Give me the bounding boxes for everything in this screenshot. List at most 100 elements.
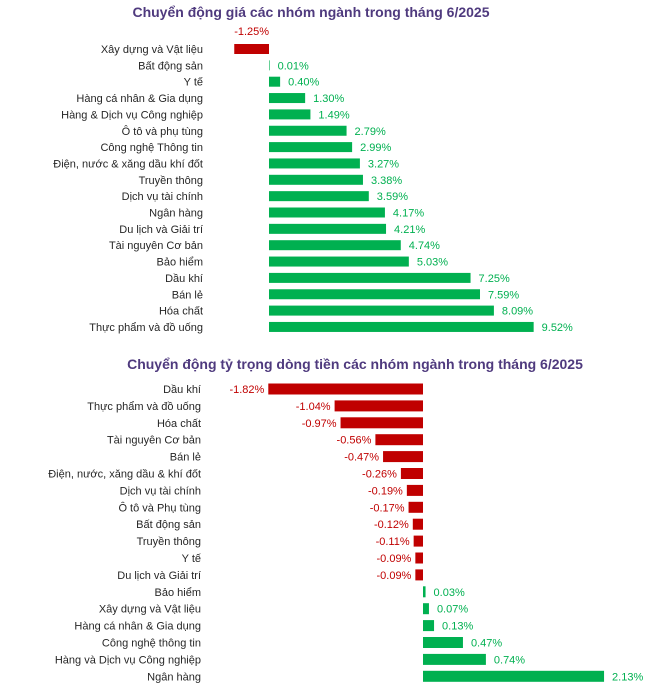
- chart-1-bar-row: Y tế 0.40%: [184, 76, 320, 89]
- chart-2-bar-row: Y tế -0.09%: [182, 552, 423, 565]
- chart-2-bar: [334, 400, 423, 412]
- chart-2-bar-row: Bán lẻ -0.47%: [170, 451, 423, 464]
- chart-2-data-label: -1.04%: [296, 401, 331, 413]
- chart-2-data-label: -0.97%: [302, 418, 337, 430]
- chart-2-data-label: -0.47%: [344, 452, 379, 464]
- chart-2-bar-row: Ngân hàng 2.13%: [147, 670, 643, 683]
- chart-1-data-label: 4.17%: [393, 208, 424, 220]
- chart-2-data-label: -0.26%: [362, 469, 397, 481]
- chart-2-category-label: Ô tô và Phụ tùng: [118, 501, 201, 514]
- chart-2-bar: [415, 569, 423, 581]
- chart-1-bar-row: Dịch vụ tài chính 3.59%: [122, 191, 408, 203]
- chart-1-bar: [269, 321, 534, 332]
- chart-1-price-movement: Xây dựng và Vật liệu -1.25% Bất động sản 0.…: [53, 26, 573, 334]
- chart-2-data-label: -0.12%: [374, 519, 409, 531]
- chart-2-bar-row: Bảo hiểm 0.03%: [155, 586, 465, 599]
- chart-1-category-label: Du lịch và Giải trí: [119, 224, 203, 236]
- chart-1-data-label: 2.99%: [360, 142, 391, 154]
- chart-1-bar: [269, 240, 401, 251]
- chart-2-bar: [423, 586, 426, 598]
- chart-1-category-label: Công nghệ Thông tin: [100, 142, 203, 154]
- chart-1-bar: [269, 76, 281, 87]
- chart-2-data-label: 2.13%: [612, 671, 643, 683]
- chart-2-bar-row: Công nghệ thông tin 0.47%: [102, 637, 502, 650]
- chart-1-data-label: 9.52%: [542, 322, 573, 334]
- chart-1-bar-row: Du lịch và Giải trí 4.21%: [119, 223, 425, 236]
- chart-2-category-label: Hàng và Dịch vụ Công nghiệp: [55, 654, 201, 666]
- chart-2-bar-row: Hàng cá nhân & Gia dụng 0.13%: [74, 620, 473, 633]
- chart-2-category-label: Bán lẻ: [170, 452, 201, 464]
- chart-2-category-label: Điện, nước, xăng dầu & khí đốt: [48, 469, 201, 481]
- chart-2-category-label: Du lịch và Giải trí: [117, 570, 201, 582]
- chart-2-data-label: -0.09%: [376, 553, 411, 565]
- chart-1-bar-row: Dầu khí 7.25%: [165, 272, 510, 285]
- chart-1-bar: [269, 60, 270, 71]
- chart-2-data-label: 0.03%: [434, 587, 465, 599]
- chart-2-category-label: Ngân hàng: [147, 671, 201, 683]
- chart-2-bar: [423, 653, 486, 665]
- chart-1-data-label: 2.79%: [355, 126, 386, 138]
- chart-1-bar: [269, 93, 306, 104]
- chart-1-bar-row: Điện, nước & xăng dầu khí đốt 3.27%: [53, 158, 399, 170]
- chart-2-bar: [423, 637, 463, 648]
- chart-1-data-label: 0.40%: [288, 77, 319, 89]
- chart-1-category-label: Xây dựng và Vật liệu: [101, 44, 203, 56]
- chart-2-category-label: Công nghệ thông tin: [102, 638, 201, 650]
- chart-2-category-label: Tài nguyên Cơ bản: [107, 435, 201, 447]
- chart-2-data-label: 0.74%: [494, 654, 525, 666]
- chart-1-bar: [269, 174, 363, 185]
- chart-1-category-label: Bảo hiểm: [157, 257, 203, 269]
- chart-1-data-label: 4.21%: [394, 224, 425, 236]
- chart-2-category-label: Dầu khí: [163, 384, 201, 396]
- chart-1-bar-row: Hóa chất 8.09%: [159, 305, 533, 318]
- chart-1-category-label: Tài nguyên Cơ bản: [109, 240, 203, 252]
- chart-1-data-label: 7.59%: [488, 289, 519, 301]
- chart-2-bar: [413, 535, 423, 547]
- chart-2-bar: [423, 603, 429, 615]
- chart-2-bar-row: Xây dựng và Vật liệu 0.07%: [99, 603, 468, 616]
- chart-1-bar-row: Hàng cá nhân & Gia dụng 1.30%: [76, 93, 345, 105]
- chart-2-category-label: Bảo hiểm: [155, 587, 201, 599]
- chart-1-category-label: Điện, nước & xăng dầu khí đốt: [53, 158, 203, 170]
- chart-2-bar: [340, 417, 423, 429]
- chart-2-bar-row: Du lịch và Giải trí -0.09%: [117, 569, 423, 582]
- chart-2-category-label: Y tế: [182, 553, 201, 565]
- chart-1-category-label: Y tế: [184, 77, 203, 89]
- chart-2-bar: [375, 434, 423, 446]
- chart-2-data-label: -0.56%: [337, 435, 372, 447]
- chart-1-bar-row: Bất động sản 0.01%: [138, 60, 309, 72]
- chart-1-category-label: Hàng cá nhân & Gia dụng: [76, 93, 203, 105]
- chart-2-bar-row: Hàng và Dịch vụ Công nghiệp 0.74%: [55, 653, 525, 666]
- chart-1-bar: [269, 125, 347, 136]
- chart-1-data-label: 4.74%: [409, 240, 440, 252]
- chart-2-category-label: Hóa chất: [157, 418, 201, 430]
- chart-1-bar-row: Công nghệ Thông tin 2.99%: [100, 142, 392, 154]
- chart-2-category-label: Hàng cá nhân & Gia dụng: [74, 621, 201, 633]
- chart-1-bar: [269, 207, 385, 218]
- chart-1-category-label: Hóa chất: [159, 306, 203, 318]
- chart-2-category-label: Dịch vụ tài chính: [120, 485, 201, 497]
- chart-2-category-label: Bất động sản: [136, 519, 201, 531]
- chart-1-data-label: 3.59%: [377, 191, 408, 203]
- chart-2-bar: [383, 451, 423, 463]
- chart-1-bar-row: Ô tô và phụ tùng 2.79%: [122, 125, 386, 138]
- chart-1-category-label: Dịch vụ tài chính: [122, 191, 203, 203]
- chart-2-bar-row: Điện, nước, xăng dầu & khí đốt -0.26%: [48, 468, 423, 481]
- chart-2-bar: [412, 518, 423, 530]
- chart-2-bar: [406, 484, 423, 496]
- chart-1-category-label: Hàng & Dịch vụ Công nghiệp: [61, 109, 203, 121]
- chart-1-data-label: 1.30%: [313, 93, 344, 105]
- chart-1-bar: [269, 256, 409, 267]
- chart-1-category-label: Ngân hàng: [149, 208, 203, 220]
- chart-1-bar: [269, 109, 311, 120]
- chart-2-bar-row: Bất động sản -0.12%: [136, 518, 423, 531]
- chart-2-bar: [400, 468, 423, 479]
- chart-2-bar: [423, 620, 435, 632]
- chart-2-bar-row: Tài nguyên Cơ bản -0.56%: [107, 434, 423, 447]
- chart-1-bar: [269, 223, 387, 234]
- chart-1-bar-row: Tài nguyên Cơ bản 4.74%: [109, 240, 440, 252]
- chart-1-bar-row: Xây dựng và Vật liệu -1.25%: [101, 26, 269, 56]
- chart-1-data-label: 7.25%: [479, 273, 510, 285]
- chart-2-bar-row: Dịch vụ tài chính -0.19%: [120, 484, 423, 497]
